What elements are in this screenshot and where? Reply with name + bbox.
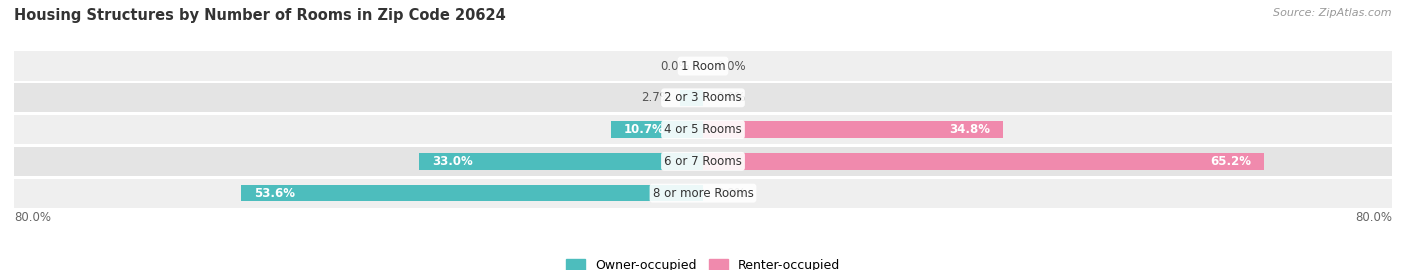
Text: 80.0%: 80.0% — [14, 211, 51, 224]
Text: 0.0%: 0.0% — [716, 60, 745, 73]
Text: 2 or 3 Rooms: 2 or 3 Rooms — [664, 91, 742, 104]
Text: 0.0%: 0.0% — [661, 60, 690, 73]
Bar — [242, 185, 703, 201]
Text: 34.8%: 34.8% — [949, 123, 990, 136]
Text: 2.7%: 2.7% — [641, 91, 671, 104]
Bar — [419, 153, 703, 170]
Bar — [703, 121, 1002, 138]
Text: 0.0%: 0.0% — [716, 187, 745, 200]
Legend: Owner-occupied, Renter-occupied: Owner-occupied, Renter-occupied — [561, 254, 845, 270]
Text: 65.2%: 65.2% — [1211, 155, 1251, 168]
Text: 53.6%: 53.6% — [254, 187, 295, 200]
Bar — [14, 178, 1392, 208]
Bar — [610, 121, 703, 138]
Text: Housing Structures by Number of Rooms in Zip Code 20624: Housing Structures by Number of Rooms in… — [14, 8, 506, 23]
Bar — [14, 52, 1392, 81]
Text: 80.0%: 80.0% — [1355, 211, 1392, 224]
Bar — [703, 153, 1264, 170]
Bar — [14, 115, 1392, 144]
Text: Source: ZipAtlas.com: Source: ZipAtlas.com — [1274, 8, 1392, 18]
Bar — [14, 83, 1392, 112]
Text: 4 or 5 Rooms: 4 or 5 Rooms — [664, 123, 742, 136]
Text: 33.0%: 33.0% — [432, 155, 472, 168]
Text: 8 or more Rooms: 8 or more Rooms — [652, 187, 754, 200]
Text: 1 Room: 1 Room — [681, 60, 725, 73]
Bar — [14, 147, 1392, 176]
Text: 0.0%: 0.0% — [716, 91, 745, 104]
Bar — [679, 90, 703, 106]
Text: 10.7%: 10.7% — [624, 123, 665, 136]
Text: 6 or 7 Rooms: 6 or 7 Rooms — [664, 155, 742, 168]
